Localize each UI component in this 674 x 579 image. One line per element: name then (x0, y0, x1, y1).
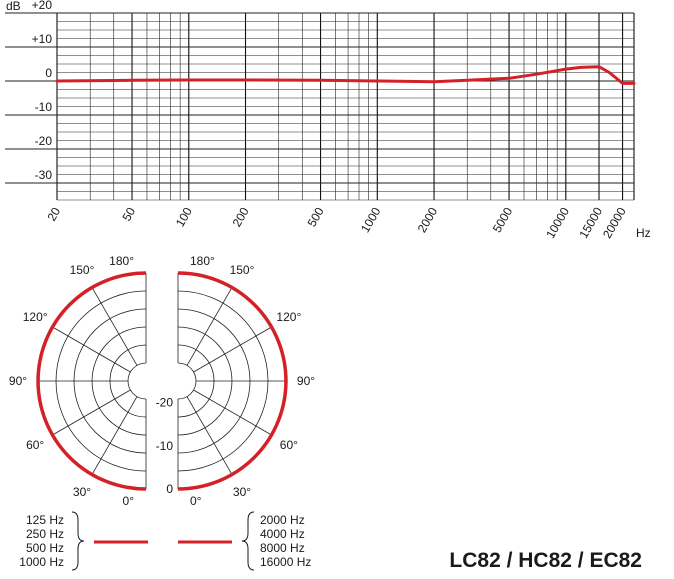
frequency-series (55, 65, 636, 85)
frequency-tick-label: 200 (230, 205, 252, 230)
legend-low-label: 500 Hz (26, 541, 64, 555)
frequency-tick-label: 100 (173, 205, 195, 230)
polar-spoke (52, 389, 131, 436)
db-tick-label: 0 (45, 66, 52, 80)
polar-spoke (91, 287, 138, 366)
polar-spoke (91, 396, 138, 475)
frequency-tick-label: 1000 (358, 205, 384, 235)
polar-spoke (193, 326, 272, 373)
frequency-response-curve (55, 65, 636, 85)
legend-high-label: 4000 Hz (260, 527, 305, 541)
polar-pattern-chart: 180° 150° 120° 90° 60° 30° 0° 180° 150° 120° 90° 60… (9, 254, 315, 508)
polar-angle-label: 180° (190, 254, 215, 268)
polar-spoke (52, 326, 131, 373)
frequency-grid (5, 12, 635, 201)
db-tick-label: -30 (35, 168, 53, 182)
polar-ring (177, 362, 197, 400)
db-tick-label: -20 (35, 134, 53, 148)
polar-spoke (193, 389, 272, 436)
polar-radial-label: -10 (156, 439, 174, 453)
polar-angle-label: 120° (23, 310, 48, 324)
polar-radial-labels: -20 -10 0 (156, 396, 174, 496)
hz-unit-label: Hz (636, 226, 651, 240)
polar-angle-label: 30° (233, 485, 251, 499)
frequency-tick-label: 2000 (415, 205, 441, 235)
frequency-tick-label: 20 (44, 205, 63, 224)
polar-curve-left (36, 271, 147, 491)
frequency-tick-label: 50 (119, 205, 138, 224)
polar-angle-label: 60° (280, 438, 298, 452)
frequency-tick-label: 20000 (600, 205, 629, 241)
polar-curve-right (177, 271, 288, 491)
polar-angle-label: 0° (190, 494, 202, 508)
polar-angle-label: 90° (297, 374, 315, 388)
polar-angle-label: 180° (109, 254, 134, 268)
db-unit-label: dB (6, 0, 21, 13)
legend-low-label: 125 Hz (26, 513, 64, 527)
polar-angle-label: 150° (70, 263, 95, 277)
legend-high-label: 2000 Hz (260, 513, 305, 527)
legend-high-label: 16000 Hz (260, 555, 311, 569)
frequency-tick-label: 10000 (543, 205, 572, 241)
db-tick-label: +10 (32, 32, 53, 46)
polar-ring (127, 362, 147, 400)
polar-angle-label: 120° (276, 310, 301, 324)
polar-angle-label: 150° (230, 263, 255, 277)
polar-radial-label: 0 (166, 482, 173, 496)
model-name: LC82 / HC82 / EC82 (449, 549, 642, 572)
db-tick-label: -10 (35, 100, 53, 114)
legend-high-label: 8000 Hz (260, 541, 305, 555)
db-tick-labels: +20 +10 0 -10 -20 -30 (32, 0, 53, 182)
frequency-tick-label: 5000 (490, 205, 516, 235)
polar-angle-label: 90° (9, 374, 27, 388)
polar-angle-labels: 180° 150° 120° 90° 60° 30° 0° 180° 150° 120° 90° 60… (9, 254, 315, 508)
polar-spoke (186, 287, 233, 366)
polar-angle-label: 30° (73, 485, 91, 499)
polar-spoke (186, 396, 233, 475)
polar-angle-label: 60° (26, 438, 44, 452)
legend-low-label: 250 Hz (26, 527, 64, 541)
legend-low-label: 1000 Hz (19, 555, 64, 569)
polar-angle-label: 0° (123, 494, 135, 508)
frequency-response-chart: +20 +10 0 -10 -20 -30 20 50 100 200 500 1000 2000 50… (5, 0, 651, 241)
polar-grid (37, 272, 287, 490)
legend-brace-right (241, 511, 255, 571)
frequency-tick-label: 500 (305, 205, 327, 230)
polar-curves (36, 271, 288, 491)
db-tick-label: +20 (32, 0, 53, 12)
polar-radial-label: -20 (156, 396, 174, 410)
legend-brace-left (71, 511, 85, 571)
